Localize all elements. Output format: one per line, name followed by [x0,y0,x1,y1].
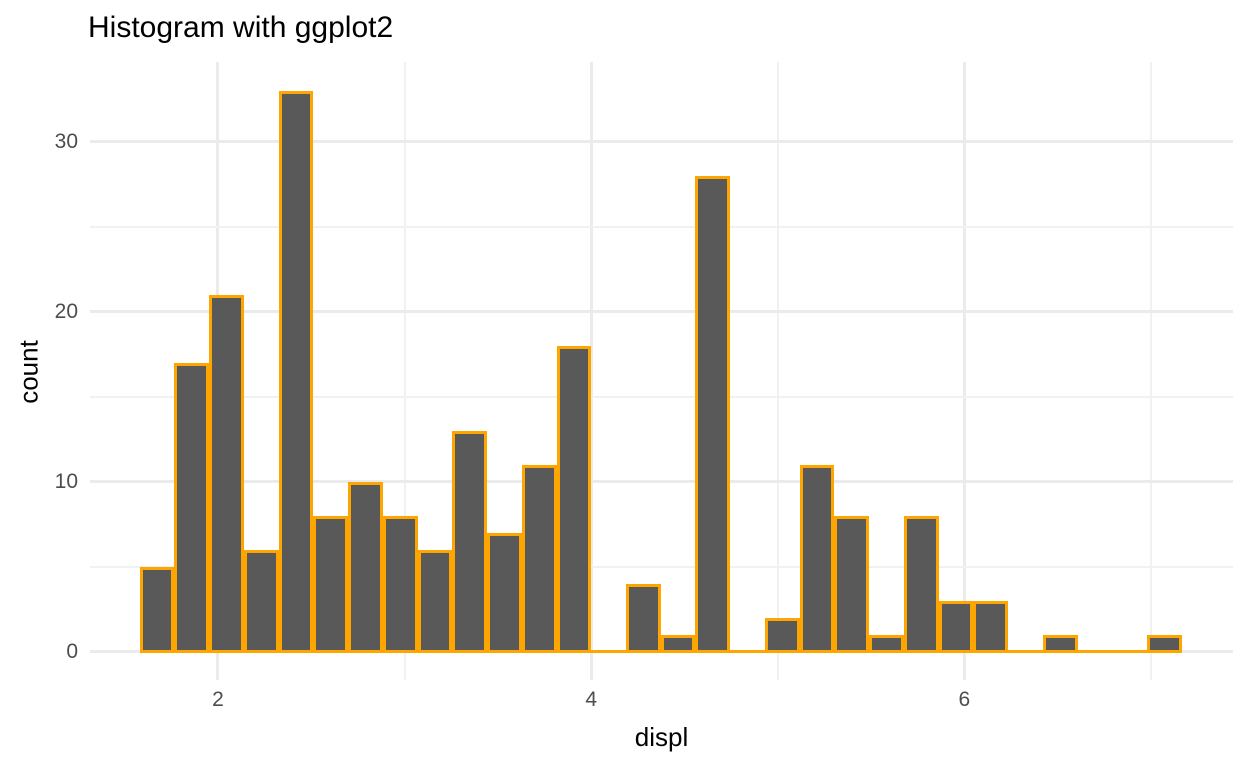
y-major-gridline [90,140,1233,144]
histogram-bar [243,549,279,654]
x-minor-gridline [403,62,406,680]
x-major-gridline [962,62,966,680]
x-tick-label: 4 [585,688,597,711]
x-minor-gridline [776,62,779,680]
y-minor-gridline [90,565,1233,568]
histogram-bar [695,175,731,654]
histogram-bar [313,515,349,654]
histogram-bar [382,515,418,654]
histogram-bar [348,481,383,654]
y-tick-label: 20 [54,299,78,323]
plot-title: Histogram with ggplot2 [88,11,394,44]
histogram-bar [903,515,939,654]
x-axis-title: displ [634,722,689,752]
histogram-bar [834,515,870,654]
histogram-bar [487,532,522,654]
histogram-bar [174,362,210,654]
histogram-bar [139,566,175,654]
histogram-bar [799,464,835,654]
y-major-gridline [90,310,1233,314]
histogram-baseline [139,650,1182,654]
y-minor-gridline [90,225,1233,228]
y-tick-label: 10 [54,469,78,493]
histogram-bar [973,600,1009,654]
histogram-bar [521,464,557,654]
histogram-bar [278,90,314,654]
histogram-bar [869,634,904,654]
histogram-bar [417,549,453,654]
histogram-bar [626,583,661,654]
y-major-gridline [90,480,1233,484]
y-tick-label: 0 [66,639,78,663]
histogram-bar [452,430,488,654]
histogram-bar [938,600,974,654]
histogram-bar [1147,634,1182,654]
x-minor-gridline [1149,62,1152,680]
y-axis-title: count [13,340,44,404]
histogram-bar [764,617,800,654]
x-tick-label: 6 [958,688,971,711]
histogram-bar [660,634,696,654]
y-minor-gridline [90,395,1233,398]
x-tick-label: 2 [212,688,224,711]
histogram-bar [1042,634,1078,654]
y-tick-label: 30 [54,129,78,153]
histogram-bar [556,345,592,654]
histogram-bar [209,294,244,654]
